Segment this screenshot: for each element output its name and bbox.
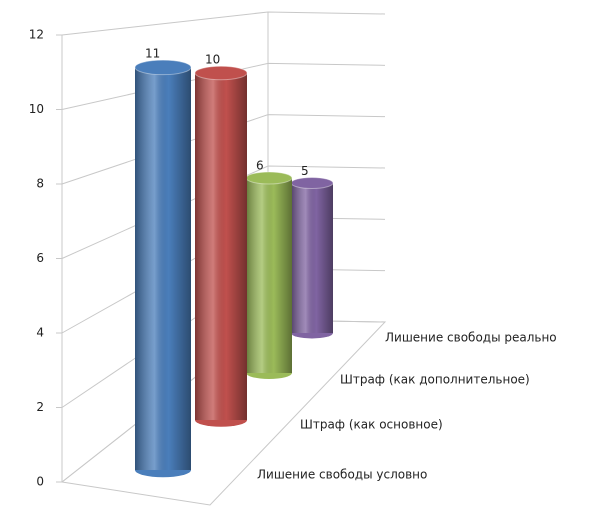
shade: [195, 73, 247, 420]
value-label: 11: [145, 47, 160, 61]
y-tick-label: 12: [29, 28, 44, 42]
cylinder: 10: [194, 53, 248, 427]
cylinder-top: [134, 59, 192, 76]
shade: [246, 178, 292, 373]
y-tick-label: 6: [36, 251, 44, 265]
cylinder-top: [194, 65, 248, 81]
grid-line: [61, 114, 386, 185]
cylinder: 6: [245, 159, 293, 379]
y-tick-label: 0: [36, 475, 44, 489]
y-tick-label: 10: [29, 102, 44, 116]
cylinder: 11: [134, 47, 192, 478]
category-label: Лишение свободы реально: [385, 331, 557, 345]
cylinder-top: [290, 177, 334, 189]
grid-line: [61, 11, 386, 36]
y-tick-label: 8: [36, 177, 44, 191]
category-label: Штраф (как дополнительное): [340, 373, 530, 387]
grid-line: [61, 62, 386, 110]
category-label: Лишение свободы условно: [257, 468, 427, 482]
cylinder: 5: [290, 164, 334, 339]
value-label: 10: [205, 53, 220, 67]
value-label: 6: [256, 159, 264, 173]
shade: [291, 183, 333, 333]
grid-line: [61, 165, 386, 259]
category-label: Штраф (как основное): [300, 418, 443, 432]
y-tick-label: 4: [36, 326, 44, 340]
cylinder-top: [245, 171, 293, 185]
shade: [135, 67, 191, 471]
y-tick-label: 2: [36, 400, 44, 414]
value-label: 5: [301, 164, 309, 178]
